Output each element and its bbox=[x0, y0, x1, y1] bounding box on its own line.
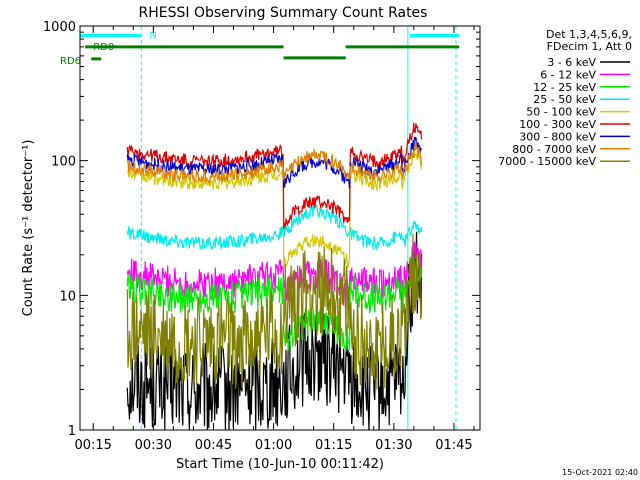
chart-title: RHESSI Observing Summary Count Rates bbox=[139, 5, 428, 21]
series-line bbox=[126, 204, 423, 251]
legend-label: 25 - 50 keV bbox=[533, 93, 596, 106]
y-tick-label: 1000 bbox=[43, 20, 76, 35]
legend-label: 7000 - 15000 keV bbox=[498, 155, 596, 168]
footer-timestamp: 15-Oct-2021 02:40 bbox=[562, 468, 638, 477]
y-tick-label: 1 bbox=[68, 424, 76, 439]
x-tick-label: 01:45 bbox=[435, 438, 472, 453]
y-axis-label: Count Rate (s⁻¹ detector⁻¹) bbox=[21, 140, 36, 317]
legend-header-line-2: FDecim 1, Att 0 bbox=[547, 40, 632, 53]
series-line bbox=[126, 255, 423, 352]
x-tick-label: 00:15 bbox=[74, 438, 111, 453]
legend-label: 800 - 7000 keV bbox=[512, 143, 596, 156]
flag-label: N bbox=[149, 31, 156, 42]
series-line bbox=[126, 122, 423, 230]
flag-label: RD6 bbox=[60, 56, 81, 67]
legend-label: 12 - 25 keV bbox=[533, 81, 596, 94]
legend-label: 50 - 100 keV bbox=[526, 106, 596, 119]
legend-label: 100 - 300 keV bbox=[519, 118, 596, 131]
legend-label: 3 - 6 keV bbox=[547, 56, 596, 69]
x-tick-label: 01:15 bbox=[315, 438, 352, 453]
series-line bbox=[126, 233, 423, 390]
x-axis-label: Start Time (10-Jun-10 00:11:42) bbox=[176, 457, 384, 472]
x-tick-label: 00:30 bbox=[135, 438, 172, 453]
flag-label: RD0 bbox=[93, 42, 114, 53]
legend-label: 300 - 800 keV bbox=[519, 130, 596, 143]
y-tick-label: 10 bbox=[59, 289, 76, 304]
x-tick-label: 01:00 bbox=[255, 438, 292, 453]
legend-label: 6 - 12 keV bbox=[540, 68, 596, 81]
y-tick-label: 100 bbox=[51, 155, 76, 170]
legend-header-line-1: Det 1,3,4,5,6,9, bbox=[546, 28, 632, 41]
series-line bbox=[126, 141, 423, 185]
plot-frame bbox=[79, 25, 481, 431]
x-tick-label: 01:30 bbox=[375, 438, 412, 453]
x-tick-label: 00:45 bbox=[195, 438, 232, 453]
